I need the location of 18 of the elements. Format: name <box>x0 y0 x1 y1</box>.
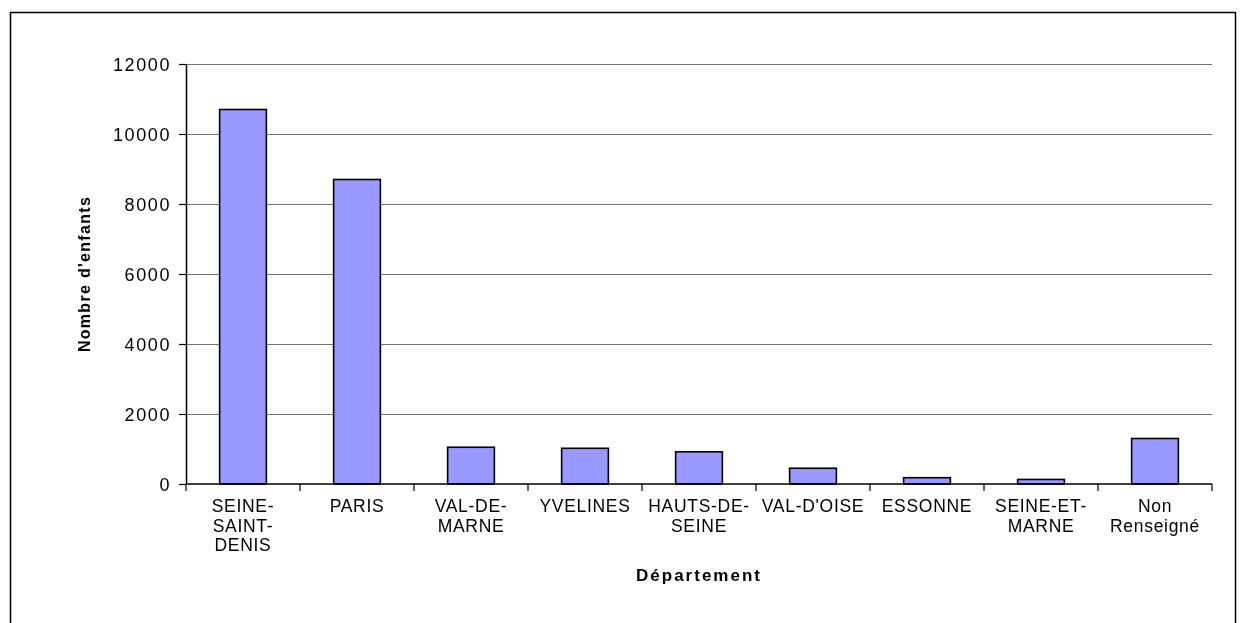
y-tick-label: 6000 <box>124 264 171 285</box>
y-axis-title: Nombre d'enfants <box>76 195 93 353</box>
y-tick-label: 12000 <box>112 54 171 75</box>
x-tick-label: HAUTS-DE-SEINE <box>648 496 750 536</box>
x-axis-title: Département <box>636 566 762 585</box>
y-tick-label: 8000 <box>124 194 171 215</box>
x-tick-label: VAL-DE-MARNE <box>434 496 508 536</box>
y-tick-label: 10000 <box>112 124 171 145</box>
y-tick-label: 4000 <box>124 334 171 355</box>
x-tick-label: ESSONNE <box>881 496 973 516</box>
x-tick-label: YVELINES <box>539 496 631 516</box>
y-tick-label: 0 <box>159 474 171 495</box>
x-tick-label: Non Renseigné <box>1110 496 1200 536</box>
x-tick-label: SEINE-SAINT-DENIS <box>211 496 275 555</box>
x-tick-label: SEINE-ET-MARNE <box>995 496 1087 536</box>
x-tick-label: VAL-D'OISE <box>761 496 865 516</box>
y-tick-label: 2000 <box>124 404 171 425</box>
x-tick-label: PARIS <box>329 496 385 516</box>
